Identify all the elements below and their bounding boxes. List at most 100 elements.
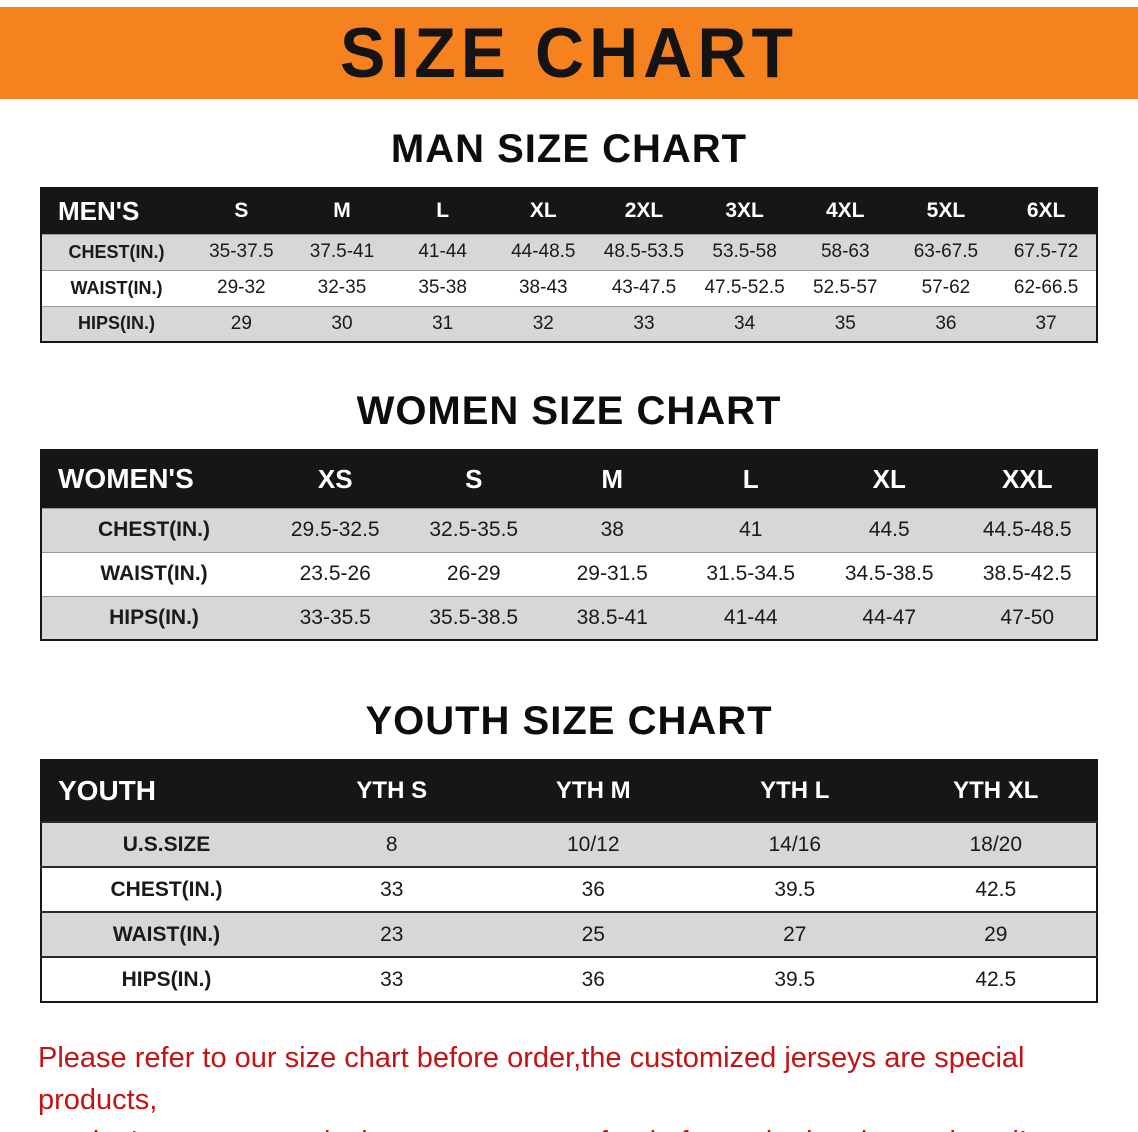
size-header-cell: 6XL	[996, 188, 1097, 234]
women-size-table: WOMEN'S XS S M L XL XXL CHEST(IN.) 29.5-32.5 32.5…	[40, 449, 1098, 641]
value-cell: 33	[593, 306, 695, 342]
table-row: CHEST(IN.) 33 36 39.5 42.5	[41, 867, 1097, 912]
value-cell: 42.5	[895, 867, 1097, 912]
value-cell: 37.5-41	[291, 234, 393, 270]
table-row: CHEST(IN.) 35-37.5 37.5-41 41-44 44-48.5 48.5…	[41, 234, 1097, 270]
value-cell: 32.5-35.5	[404, 508, 543, 552]
value-cell: 43-47.5	[593, 270, 695, 306]
value-cell: 36	[492, 957, 694, 1002]
size-header-cell: XS	[266, 450, 405, 508]
size-chart-page: SIZE CHART MAN SIZE CHART MEN'S S M L XL 2XL 3…	[0, 7, 1138, 1132]
men-size-chart-heading: MAN SIZE CHART	[390, 127, 748, 171]
value-cell: 29.5-32.5	[266, 508, 405, 552]
women-size-chart-heading: WOMEN SIZE CHART	[356, 389, 782, 433]
size-header-cell: M	[543, 450, 682, 508]
page-title: SIZE CHART	[340, 13, 798, 93]
value-cell: 67.5-72	[996, 234, 1097, 270]
value-cell: 44.5	[820, 508, 959, 552]
row-label-cell: CHEST(IN.)	[41, 508, 266, 552]
table-title-cell: MEN'S	[41, 188, 191, 234]
youth-size-table: YOUTH YTH S YTH M YTH L YTH XL U.S.SIZE 8 10/12…	[40, 759, 1098, 1003]
value-cell: 23.5-26	[266, 552, 405, 596]
table-row: WAIST(IN.) 29-32 32-35 35-38 38-43 43-47.5 47.…	[41, 270, 1097, 306]
value-cell: 48.5-53.5	[593, 234, 695, 270]
value-cell: 32	[492, 306, 594, 342]
disclaimer-line-1: Please refer to our size chart before or…	[38, 1042, 1025, 1116]
value-cell: 36	[895, 306, 997, 342]
table-row: CHEST(IN.) 29.5-32.5 32.5-35.5 38 41 44.5 44.5…	[41, 508, 1097, 552]
value-cell: 41-44	[681, 596, 820, 640]
table-header-row: MEN'S S M L XL 2XL 3XL 4XL 5XL 6XL	[41, 188, 1097, 234]
disclaimer: Please refer to our size chart before or…	[0, 1037, 1138, 1132]
value-cell: 33	[291, 957, 493, 1002]
value-cell: 35.5-38.5	[404, 596, 543, 640]
size-header-cell: YTH L	[694, 760, 896, 822]
value-cell: 34	[694, 306, 795, 342]
value-cell: 47.5-52.5	[694, 270, 795, 306]
youth-size-chart-heading: YOUTH SIZE CHART	[365, 699, 773, 743]
value-cell: 33-35.5	[266, 596, 405, 640]
value-cell: 29-31.5	[543, 552, 682, 596]
table-row: WAIST(IN.) 23.5-26 26-29 29-31.5 31.5-34.5 34…	[41, 552, 1097, 596]
size-header-cell: 2XL	[593, 188, 695, 234]
youth-section: YOUTH SIZE CHART YOUTH YTH S YTH M YTH L YTH…	[0, 699, 1138, 1003]
row-label-cell: U.S.SIZE	[41, 822, 291, 867]
size-header-cell: YTH S	[291, 760, 493, 822]
value-cell: 39.5	[694, 957, 896, 1002]
value-cell: 10/12	[492, 822, 694, 867]
table-title-cell: YOUTH	[41, 760, 291, 822]
table-row: U.S.SIZE 8 10/12 14/16 18/20	[41, 822, 1097, 867]
women-section: WOMEN SIZE CHART WOMEN'S XS S M L XL XXL CHEST(…	[0, 389, 1138, 641]
value-cell: 63-67.5	[895, 234, 997, 270]
size-header-cell: M	[291, 188, 393, 234]
table-header-row: WOMEN'S XS S M L XL XXL	[41, 450, 1097, 508]
size-header-cell: S	[404, 450, 543, 508]
disclaimer-line-2: we don't accept cancel, change, teturn o…	[38, 1121, 1100, 1132]
size-header-cell: XXL	[958, 450, 1097, 508]
value-cell: 38-43	[492, 270, 594, 306]
value-cell: 31.5-34.5	[681, 552, 820, 596]
value-cell: 39.5	[694, 867, 896, 912]
value-cell: 53.5-58	[694, 234, 795, 270]
size-header-cell: YTH XL	[895, 760, 1097, 822]
size-header-cell: 3XL	[694, 188, 795, 234]
value-cell: 8	[291, 822, 493, 867]
size-header-cell: S	[191, 188, 292, 234]
value-cell: 34.5-38.5	[820, 552, 959, 596]
table-row: HIPS(IN.) 33 36 39.5 42.5	[41, 957, 1097, 1002]
value-cell: 31	[392, 306, 493, 342]
value-cell: 29	[191, 306, 292, 342]
value-cell: 38	[543, 508, 682, 552]
value-cell: 62-66.5	[996, 270, 1097, 306]
men-section: MAN SIZE CHART MEN'S S M L XL 2XL 3XL 4XL 5XL 6XL…	[0, 127, 1138, 343]
men-size-table: MEN'S S M L XL 2XL 3XL 4XL 5XL 6XL CHEST(IN.) 35-37…	[40, 187, 1098, 343]
size-header-cell: XL	[492, 188, 594, 234]
value-cell: 23	[291, 912, 493, 957]
value-cell: 25	[492, 912, 694, 957]
value-cell: 27	[694, 912, 896, 957]
value-cell: 35-37.5	[191, 234, 292, 270]
value-cell: 42.5	[895, 957, 1097, 1002]
value-cell: 33	[291, 867, 493, 912]
value-cell: 52.5-57	[794, 270, 896, 306]
value-cell: 30	[291, 306, 393, 342]
value-cell: 44-47	[820, 596, 959, 640]
value-cell: 32-35	[291, 270, 393, 306]
size-header-cell: 4XL	[794, 188, 896, 234]
value-cell: 26-29	[404, 552, 543, 596]
value-cell: 44.5-48.5	[958, 508, 1097, 552]
table-title-cell: WOMEN'S	[41, 450, 266, 508]
table-row: HIPS(IN.) 33-35.5 35.5-38.5 38.5-41 41-44 44-…	[41, 596, 1097, 640]
size-header-cell: YTH M	[492, 760, 694, 822]
size-header-cell: 5XL	[895, 188, 997, 234]
value-cell: 44-48.5	[492, 234, 594, 270]
row-label-cell: WAIST(IN.)	[41, 552, 266, 596]
row-label-cell: WAIST(IN.)	[41, 270, 191, 306]
table-header-row: YOUTH YTH S YTH M YTH L YTH XL	[41, 760, 1097, 822]
row-label-cell: CHEST(IN.)	[41, 867, 291, 912]
value-cell: 38.5-41	[543, 596, 682, 640]
value-cell: 29	[895, 912, 1097, 957]
row-label-cell: WAIST(IN.)	[41, 912, 291, 957]
value-cell: 58-63	[794, 234, 896, 270]
value-cell: 41	[681, 508, 820, 552]
